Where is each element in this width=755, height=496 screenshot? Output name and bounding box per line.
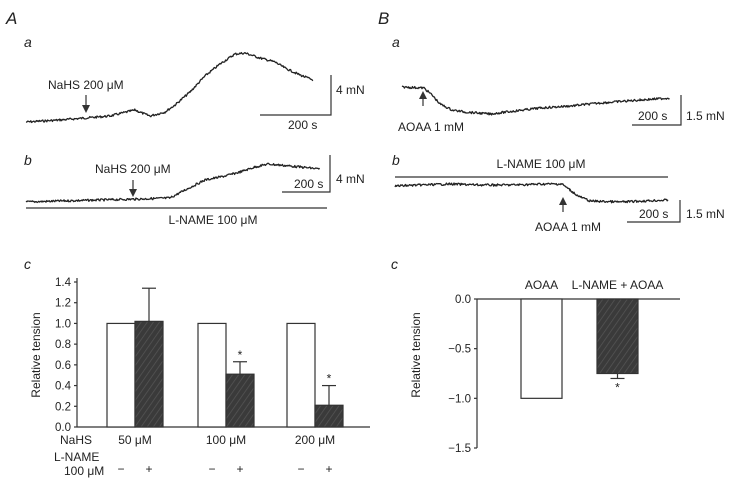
trace-a-a [25,51,314,124]
y-tick-label: 0.4 [55,381,72,393]
lname-sign: − [208,462,215,476]
category-label: 100 μM [206,433,246,447]
scale-y-b-a: 1.5 mN [686,109,725,123]
panel-bb-label: b [392,152,400,168]
bar-lname [225,373,255,428]
category-label: 200 μM [295,433,335,447]
scale-x-b-b: 200 s [639,207,668,221]
significance-star: * [615,380,620,394]
nahs-label-b: NaHS 200 μM [95,162,171,176]
scale-y-a-a: 4 mN [336,83,365,97]
chart-b: 0.0 −0.5 −1.0 −1.5 AOAA L-NAME + AOAA * [448,278,680,455]
lname-sign: − [117,462,124,476]
panel-bc-label: c [391,256,398,272]
bar-aoaa [520,298,563,399]
nahs-row-label: NaHS [60,433,92,447]
scale-y-a-b: 4 mN [336,172,365,186]
y-tick-label: 1.2 [55,298,71,310]
scale-x-a-b: 200 s [294,177,323,191]
trace-b-a [401,85,670,116]
y-tick-label: 1.4 [55,277,72,289]
arrowhead-icon [129,189,137,197]
aoaa-label-b: AOAA 1 mM [535,220,601,234]
scale-x-a-a: 200 s [288,118,317,132]
bar-control [197,322,227,428]
panel-ac-label: c [24,256,31,272]
panel-ba-label: a [392,34,400,50]
chart-b-ylabel: Relative tension [409,312,423,397]
significance-star: * [327,372,332,386]
lname-label-b: L-NAME 100 μM [497,157,586,171]
arrowhead-icon [82,105,90,113]
lname-sign: + [236,462,243,476]
y-tick-label: 0.2 [55,401,71,413]
chart-a: 0.00.20.40.60.81.01.21.450 μM− +100 μM− +*… [55,277,370,476]
bar-control [286,322,316,428]
panel-ab-label: b [24,152,32,168]
lname-sign: − [297,462,304,476]
trace-a-b [25,162,321,204]
lname-row-label-2: 100 μM [64,464,104,478]
bar-lname [314,404,344,428]
y-tick-label: 0.6 [55,360,71,372]
scale-bar-a-b [282,155,331,193]
chart-a-ylabel: Relative tension [29,312,43,397]
bar-control [106,322,136,428]
scale-y-b-b: 1.5 mN [686,207,725,221]
y-tick-label: −1.0 [448,393,471,405]
nahs-label-a: NaHS 200 μM [48,78,124,92]
scale-x-b-a: 200 s [638,109,667,123]
category-label: AOAA [525,278,558,292]
lname-label-a: L-NAME 100 μM [169,213,258,227]
bar-lname-aoaa [596,298,639,375]
arrowhead-icon [559,197,567,205]
panel-b-label: B [378,9,389,28]
lname-row-label-1: L-NAME [54,450,99,464]
scale-bar-b-b [627,200,681,223]
lname-sign: + [145,462,152,476]
scale-bar-b-a [632,95,682,126]
significance-star: * [238,348,243,362]
category-label: 50 μM [118,433,152,447]
y-tick-label: 0.8 [55,339,71,351]
trace-b-b [394,182,669,204]
y-tick-label: −1.5 [448,443,471,455]
panel-aa-label: a [24,34,32,50]
panel-a-label: A [5,9,17,28]
category-label: L-NAME + AOAA [572,278,664,292]
bar-lname [134,320,164,428]
y-tick-label: 1.0 [55,318,71,330]
lname-sign: + [325,462,332,476]
scale-bar-a-a [260,75,332,116]
arrowhead-icon [419,91,427,99]
y-tick-label: 0.0 [455,294,471,306]
y-tick-label: 0.0 [55,422,71,434]
aoaa-label-a: AOAA 1 mM [398,120,464,134]
y-tick-label: −0.5 [448,344,471,356]
